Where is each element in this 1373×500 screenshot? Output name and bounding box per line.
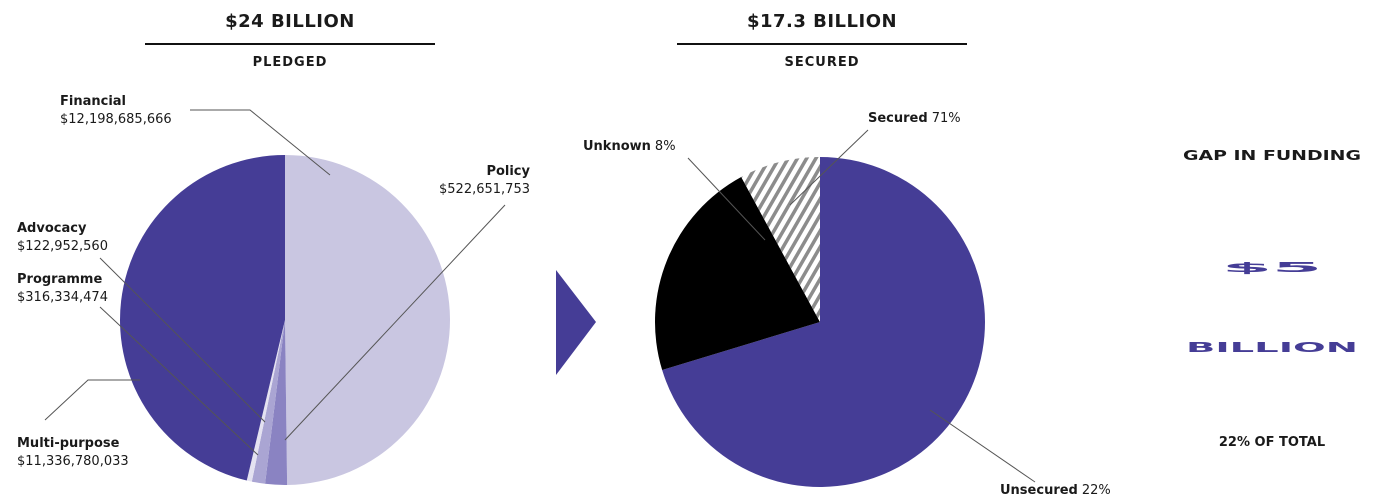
leader-line: [789, 129, 869, 206]
slice-value: $122,952,560: [17, 239, 108, 254]
gap-share: 22% OF TOTAL: [1219, 435, 1325, 450]
slice-label: Financial: [60, 94, 126, 109]
leader-line: [99, 306, 259, 456]
slice-label: Unsecured 22%: [1000, 483, 1111, 498]
leader-line: [190, 109, 331, 176]
slice-value: $11,336,780,033: [17, 454, 129, 469]
slice-label: Policy: [486, 164, 530, 179]
slice-value: $522,651,753: [439, 182, 530, 197]
slice-value: $316,334,474: [17, 290, 108, 305]
slice-name: Secured: [868, 111, 928, 126]
gap-unit: BILLION: [1186, 341, 1358, 356]
slice-value: 8%: [655, 139, 676, 154]
pie-slice: [285, 155, 450, 485]
slice-label: Advocacy: [17, 221, 87, 236]
slice-value: $12,198,685,666: [60, 112, 172, 127]
slice-value: 22%: [1082, 483, 1111, 498]
pie-title: $17.3 BILLION: [747, 11, 897, 32]
pie-slice: [741, 157, 820, 322]
leader-line: [929, 409, 1036, 483]
pie-slice: [119, 155, 286, 481]
leader-line: [284, 204, 506, 441]
slice-label: Multi-purpose: [17, 436, 120, 451]
gap-title: GAP IN FUNDING: [1183, 149, 1361, 164]
leader-line: [99, 257, 266, 423]
slice-name: Unsecured: [1000, 483, 1078, 498]
slice-label: Unknown 8%: [583, 139, 676, 154]
leader-line: [687, 157, 766, 241]
slice-value: 71%: [932, 111, 961, 126]
pie-title: $24 BILLION: [225, 11, 355, 32]
slice-label: Programme: [17, 272, 102, 287]
leader-line: [44, 379, 140, 421]
pie-subtitle: SECURED: [784, 55, 859, 70]
slice-label: Secured 71%: [868, 111, 961, 126]
pie-slice: [655, 177, 820, 371]
arrow: [556, 270, 596, 375]
pie-slice: [662, 157, 986, 488]
slice-name: Unknown: [583, 139, 651, 154]
gap-amount: $5: [1222, 261, 1322, 276]
pie-slice: [265, 320, 288, 485]
pie-slice: [246, 320, 285, 482]
pie-subtitle: PLEDGED: [253, 55, 328, 70]
pie-slice: [251, 320, 285, 484]
